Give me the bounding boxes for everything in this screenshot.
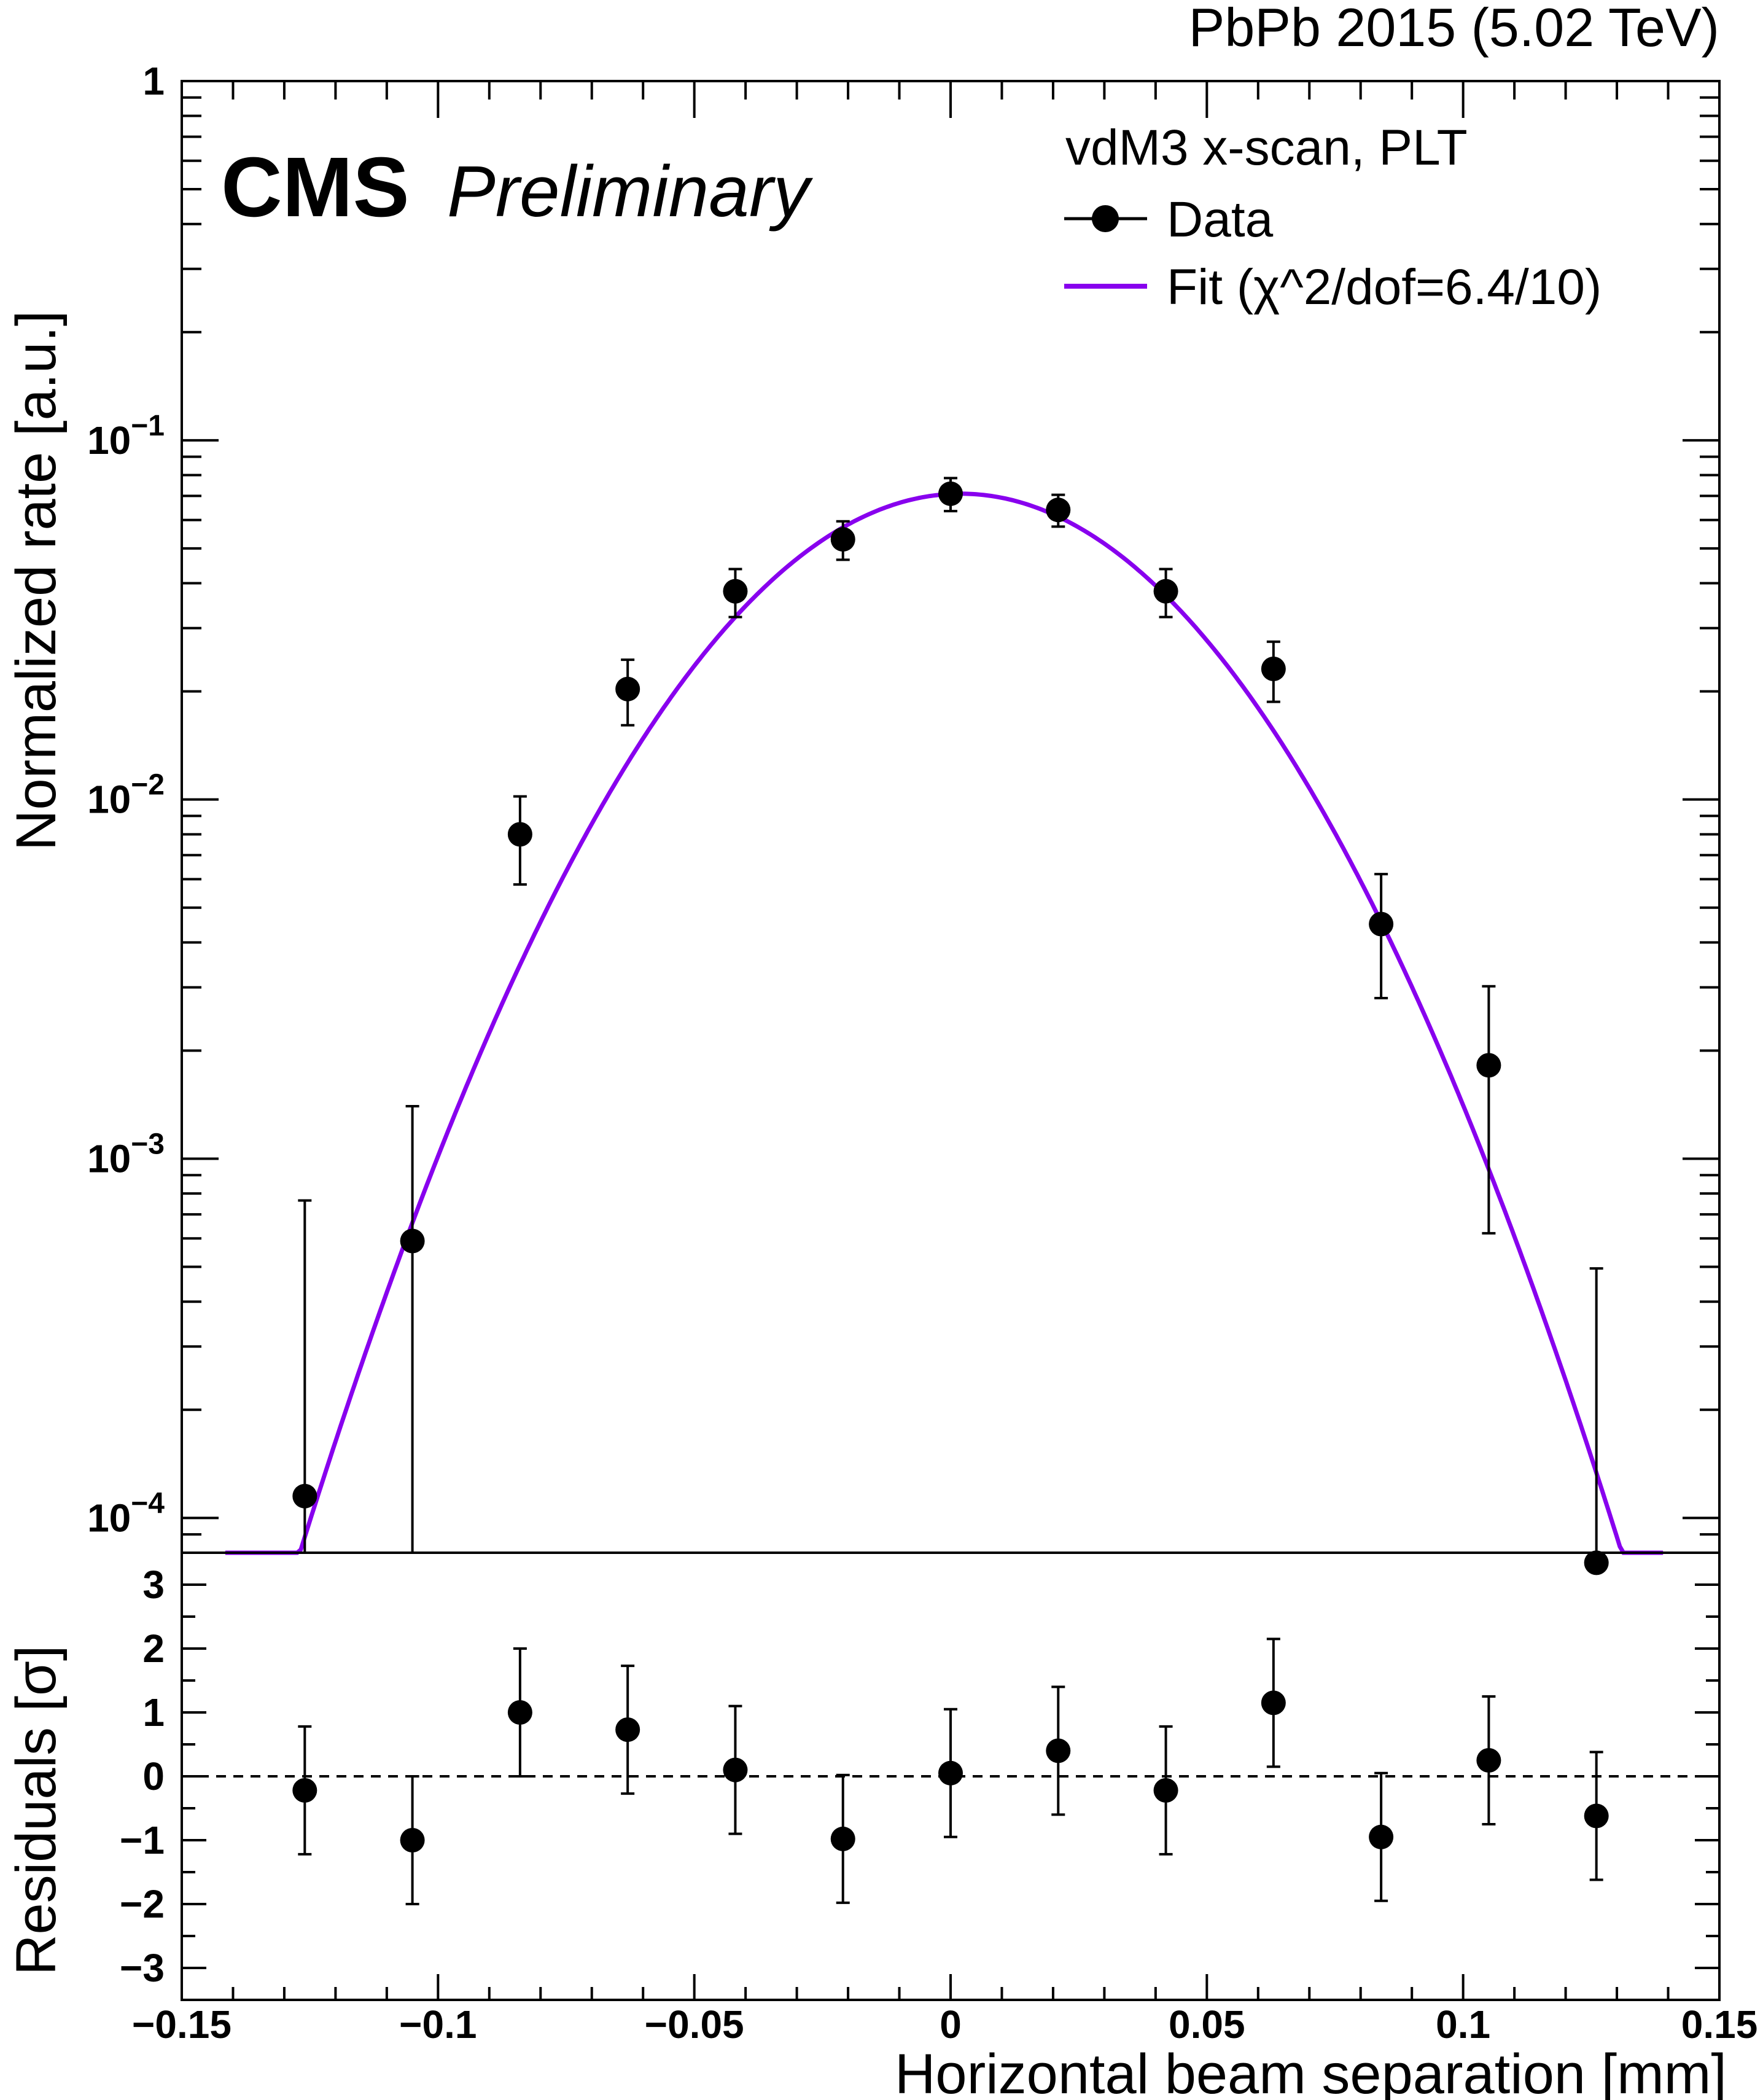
x-axis-title: Horizontal beam separation [mm] bbox=[895, 2043, 1727, 2100]
residual-point bbox=[400, 1828, 425, 1852]
bottom-panel-y-tick-labels: −3 −2 −1 0 1 2 3 bbox=[120, 1563, 165, 1990]
x-tick-labels: −0.15 −0.1 −0.05 0 0.05 0.1 0.15 bbox=[132, 2002, 1757, 2047]
residual-y-tick-label: −1 bbox=[120, 1818, 165, 1862]
legend: vdM3 x-scan, PLT Data Fit (χ^2/dof=6.4/1… bbox=[1064, 120, 1601, 315]
residual-y-tick-label: −3 bbox=[120, 1946, 165, 1990]
residual-point bbox=[1153, 1778, 1178, 1803]
residual-point bbox=[1584, 1803, 1609, 1829]
residual-y-tick-label: 2 bbox=[142, 1626, 165, 1671]
data-point bbox=[507, 822, 532, 847]
data-point bbox=[615, 676, 640, 701]
bottom-y-axis-title: Residuals [σ] bbox=[5, 1645, 68, 1975]
data-point bbox=[1153, 579, 1178, 604]
fit-curve bbox=[225, 491, 1664, 1555]
residual-point bbox=[615, 1717, 640, 1743]
data-point bbox=[292, 1483, 317, 1509]
data-point bbox=[400, 1228, 425, 1254]
residual-point bbox=[830, 1826, 855, 1851]
residual-points-layer bbox=[292, 1637, 1609, 1905]
legend-fit-label: Fit (χ^2/dof=6.4/10) bbox=[1167, 259, 1601, 315]
energy-label: PbPb 2015 (5.02 TeV) bbox=[1189, 0, 1719, 58]
data-point bbox=[1046, 498, 1071, 523]
x-tick-label: −0.1 bbox=[399, 2002, 477, 2047]
residual-point bbox=[938, 1760, 963, 1786]
data-point bbox=[1261, 657, 1286, 682]
y-tick-label: 10−3 bbox=[87, 1128, 165, 1181]
top-y-axis-title: Normalized rate [a.u.] bbox=[5, 311, 68, 851]
residual-y-tick-label: 1 bbox=[142, 1690, 165, 1735]
data-point bbox=[1584, 1550, 1609, 1575]
residual-point bbox=[292, 1778, 317, 1803]
x-tick-label: −0.05 bbox=[645, 2002, 744, 2047]
data-point bbox=[938, 481, 963, 506]
y-tick-label: 10−4 bbox=[87, 1487, 165, 1540]
residual-point bbox=[1369, 1824, 1394, 1849]
residual-point bbox=[1046, 1738, 1071, 1763]
residual-y-tick-label: 3 bbox=[142, 1563, 165, 1607]
residual-y-tick-label: −2 bbox=[120, 1882, 165, 1926]
x-tick-label: 0.15 bbox=[1681, 2002, 1758, 2047]
legend-data-marker bbox=[1092, 205, 1119, 232]
data-point bbox=[1369, 911, 1394, 937]
data-point bbox=[830, 527, 855, 552]
data-point bbox=[723, 579, 748, 604]
fit-curve-layer bbox=[225, 491, 1664, 1555]
bottom-panel-ticks bbox=[181, 1552, 1721, 2001]
data-point bbox=[1476, 1053, 1501, 1078]
legend-title: vdM3 x-scan, PLT bbox=[1065, 120, 1468, 176]
data-points-layer bbox=[292, 477, 1609, 1575]
x-tick-label: 0.05 bbox=[1169, 2002, 1245, 2047]
x-tick-label: −0.15 bbox=[132, 2002, 232, 2047]
residual-point bbox=[723, 1757, 748, 1782]
y-tick-label: 10−1 bbox=[87, 410, 165, 463]
x-tick-label: 0.1 bbox=[1436, 2002, 1490, 2047]
residual-y-tick-label: 0 bbox=[142, 1754, 165, 1798]
cms-label: CMS bbox=[221, 140, 410, 235]
preliminary-label: Preliminary bbox=[447, 151, 813, 232]
top-panel-ticks bbox=[181, 80, 1721, 1554]
y-tick-label: 10−2 bbox=[87, 769, 165, 822]
x-tick-label: 0 bbox=[940, 2002, 962, 2047]
residual-point bbox=[1261, 1690, 1286, 1716]
residual-point bbox=[507, 1700, 532, 1725]
y-tick-label: 1 bbox=[142, 59, 165, 103]
top-panel-y-tick-labels: 1 10−1 10−2 10−3 10−4 bbox=[87, 59, 165, 1540]
residual-point bbox=[1476, 1748, 1501, 1773]
legend-data-label: Data bbox=[1167, 192, 1274, 248]
